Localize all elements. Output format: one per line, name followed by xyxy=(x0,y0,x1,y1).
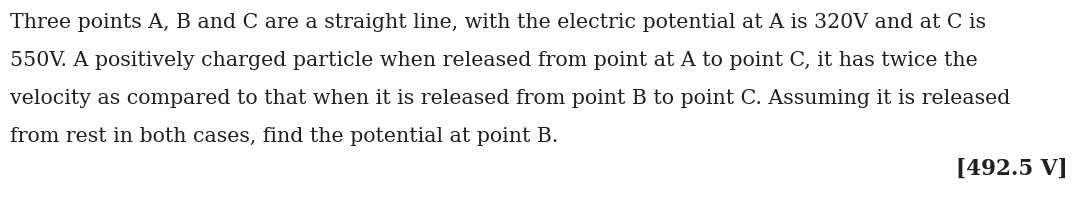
Text: [492.5 V]: [492.5 V] xyxy=(956,158,1068,180)
Text: Three points A, B and C are a straight line, with the electric potential at A is: Three points A, B and C are a straight l… xyxy=(10,13,986,32)
Text: 550V. A positively charged particle when released from point at A to point C, it: 550V. A positively charged particle when… xyxy=(10,51,977,70)
Text: velocity as compared to that when it is released from point B to point C. Assumi: velocity as compared to that when it is … xyxy=(10,89,1011,108)
Text: from rest in both cases, find the potential at point B.: from rest in both cases, find the potent… xyxy=(10,127,558,146)
